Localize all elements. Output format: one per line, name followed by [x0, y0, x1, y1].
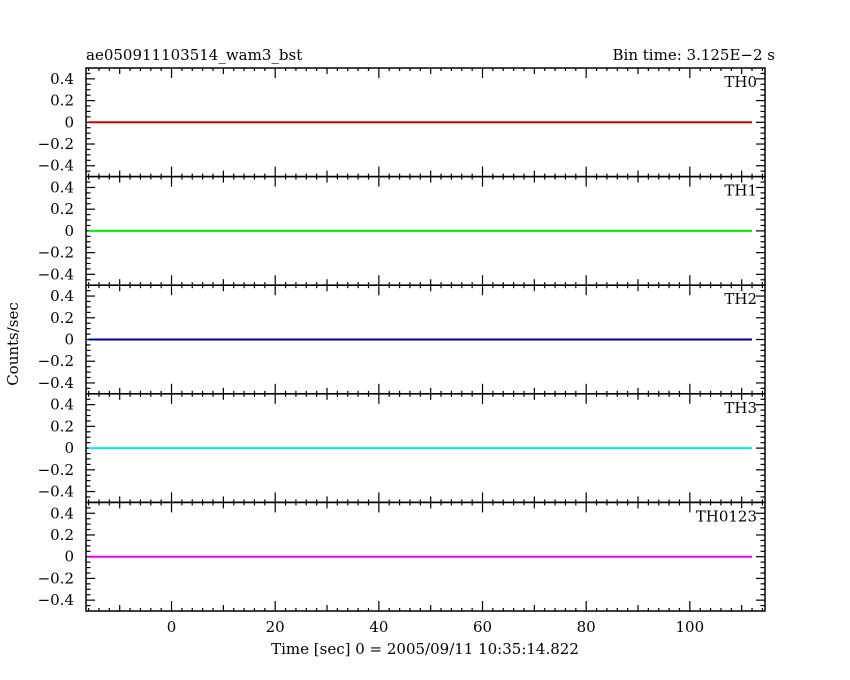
x-tick-label: 40 — [369, 618, 388, 636]
y-tick-label: −0.4 — [38, 265, 74, 283]
y-tick-label: −0.2 — [38, 244, 74, 262]
panel-label: TH1 — [724, 182, 757, 200]
y-tick-label: −0.2 — [38, 569, 74, 587]
x-tick-label: 80 — [577, 618, 596, 636]
y-tick-label: −0.2 — [38, 352, 74, 370]
y-tick-label: −0.4 — [38, 157, 74, 175]
y-tick-label: 0.4 — [50, 70, 74, 88]
panel-th1: 0.4 0.2 0 −0.2 −0.4 TH1 — [38, 175, 766, 286]
x-tick-label: 60 — [473, 618, 492, 636]
y-tick-label: 0.4 — [50, 178, 74, 196]
y-tick-label: −0.4 — [38, 374, 74, 392]
y-tick-label: 0 — [64, 113, 74, 131]
x-axis-label: Time [sec] 0 = 2005/09/11 10:35:14.822 — [271, 640, 579, 658]
panel-label: TH0123 — [696, 507, 757, 525]
y-tick-label: 0 — [64, 222, 74, 240]
y-tick-label: 0 — [64, 331, 74, 349]
panel-label: TH3 — [724, 399, 757, 417]
panels-layer: 0.40.20−0.2−0.4TH00.40.20−0.2−0.4TH10.40… — [38, 67, 766, 636]
y-tick-label: −0.2 — [38, 135, 74, 153]
y-tick-label: −0.4 — [38, 591, 74, 609]
y-tick-label: 0 — [64, 439, 74, 457]
y-tick-label: 0.2 — [50, 200, 74, 218]
y-axis-label: Counts/sec — [4, 302, 22, 386]
panel-th0123: 0.4 0.2 0 −0.2 −0.4 TH0123 — [38, 501, 766, 612]
x-tick-label: 20 — [266, 618, 285, 636]
x-tick-label: 0 — [167, 618, 177, 636]
chart-title: ae050911103514_wam3_bst — [86, 46, 302, 64]
y-tick-label: 0.4 — [50, 287, 74, 305]
y-tick-label: −0.4 — [38, 483, 74, 501]
y-tick-label: −0.2 — [38, 461, 74, 479]
y-tick-label: 0.4 — [50, 504, 74, 522]
bin-time-label: Bin time: 3.125E−2 s — [613, 46, 775, 64]
panel-label: TH0 — [724, 73, 757, 91]
y-tick-label: 0.2 — [50, 417, 74, 435]
y-tick-label: 0.2 — [50, 309, 74, 327]
x-tick-label: 100 — [676, 618, 705, 636]
y-tick-label: 0 — [64, 548, 74, 566]
panel-th2: 0.4 0.2 0 −0.2 −0.4 TH2 — [38, 284, 766, 395]
panel-label: TH2 — [724, 290, 757, 308]
y-tick-label: 0.2 — [50, 92, 74, 110]
panel-th3: 0.4 0.2 0 −0.2 −0.4 TH3 — [38, 393, 766, 504]
y-tick-label: 0.4 — [50, 396, 74, 414]
y-tick-label: 0.2 — [50, 526, 74, 544]
panel-th0: 0.4 0.2 0 −0.2 −0.4 TH0 — [38, 67, 766, 178]
